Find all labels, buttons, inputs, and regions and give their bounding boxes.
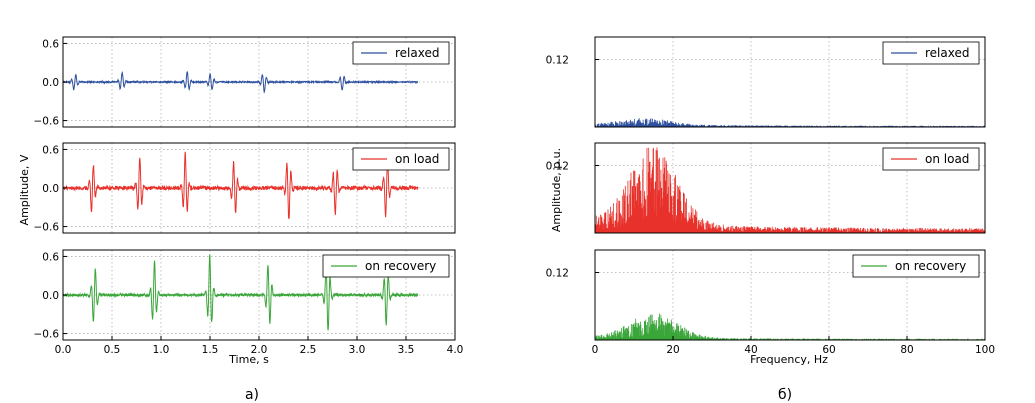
x-tick-label: 40 bbox=[744, 344, 757, 356]
x-tick-label: 0 bbox=[592, 344, 599, 356]
y-tick-label: 0.0 bbox=[42, 77, 59, 89]
x-tick-label: 2.0 bbox=[251, 344, 268, 356]
legend-label: on recovery bbox=[895, 259, 966, 273]
time-panel-on-recovery: 0.6 0.0 −0.6 on recovery 0.0 0.5 1.0 1.5 2.0 2.5 3… bbox=[34, 249, 464, 356]
time-panel-relaxed: 0.6 0.0 −0.6 relaxed bbox=[34, 36, 456, 128]
time-y-axis-label: Amplitude, V bbox=[18, 154, 31, 225]
legend-box bbox=[322, 254, 450, 278]
x-tick-label: 1.0 bbox=[153, 344, 170, 356]
y-tick-label: 0.6 bbox=[42, 38, 59, 50]
legend-box bbox=[882, 147, 980, 171]
y-tick-label: 0.6 bbox=[42, 251, 59, 263]
freq-panel-on-recovery: 0.12 on recovery 0 20 40 60 80 100 bbox=[546, 249, 995, 356]
freq-panel-frame bbox=[594, 36, 986, 128]
y-tick-label: −0.6 bbox=[34, 222, 60, 234]
legend-label: relaxed bbox=[395, 46, 439, 60]
legend-label: relaxed bbox=[925, 46, 969, 60]
freq-y-axis-label: Amplitude, p.u. bbox=[550, 148, 563, 232]
time-x-axis-label: Time, s bbox=[228, 353, 269, 366]
x-tick-label: 3.5 bbox=[398, 344, 415, 356]
spectrum-line-relaxed bbox=[594, 118, 986, 127]
left-subfigure-label: а) bbox=[245, 387, 259, 403]
time-panel-on-load: 0.6 0.0 −0.6 on load bbox=[34, 142, 456, 234]
legend-box bbox=[882, 41, 980, 65]
legend-label: on load bbox=[395, 152, 439, 166]
freq-panel-frame bbox=[594, 249, 986, 341]
time-series-line-relaxed bbox=[62, 71, 419, 94]
y-tick-label: 0.0 bbox=[42, 290, 59, 302]
x-tick-label: 4.0 bbox=[447, 344, 464, 356]
time-series-line-on-load bbox=[62, 151, 419, 220]
right-subfigure-label: б) bbox=[778, 387, 792, 403]
y-tick-label: 0.12 bbox=[546, 55, 569, 67]
x-tick-label: 0.5 bbox=[104, 344, 121, 356]
x-tick-label: 3.0 bbox=[349, 344, 366, 356]
y-tick-label: −0.6 bbox=[34, 329, 60, 341]
y-tick-label: 0.0 bbox=[42, 183, 59, 195]
legend-label: on load bbox=[925, 152, 969, 166]
freq-panel-on-load: 0.12 on load bbox=[546, 142, 986, 234]
y-tick-label: −0.6 bbox=[34, 116, 60, 128]
y-tick-label: 0.6 bbox=[42, 144, 59, 156]
x-tick-label: 20 bbox=[666, 344, 679, 356]
x-tick-label: 80 bbox=[900, 344, 913, 356]
time-series-line-on-recovery bbox=[62, 254, 418, 331]
y-tick-label: 0.12 bbox=[546, 268, 569, 280]
legend-box bbox=[352, 147, 450, 171]
x-tick-label: 60 bbox=[822, 344, 835, 356]
frequency-domain-panels: 0.12 relaxed 0.12 on load 0.12 on recovery 0 20… bbox=[546, 36, 995, 356]
x-tick-label: 2.5 bbox=[300, 344, 317, 356]
x-tick-label: 100 bbox=[975, 344, 995, 356]
freq-x-axis-label: Frequency, Hz bbox=[750, 353, 828, 366]
time-domain-panels: 0.6 0.0 −0.6 relaxed 0.6 0.0 −0.6 on load 0.6 0.0… bbox=[34, 36, 464, 356]
freq-panel-relaxed: 0.12 relaxed bbox=[546, 36, 986, 128]
legend-label: on recovery bbox=[365, 259, 436, 273]
legend-box bbox=[852, 254, 980, 278]
y-tick-label: 0.12 bbox=[546, 161, 569, 173]
x-tick-label: 0.0 bbox=[55, 344, 72, 356]
freq-panel-frame bbox=[594, 142, 986, 234]
legend-box bbox=[352, 41, 450, 65]
spectrum-line-on-recovery bbox=[594, 313, 986, 340]
x-tick-label: 1.5 bbox=[202, 344, 219, 356]
